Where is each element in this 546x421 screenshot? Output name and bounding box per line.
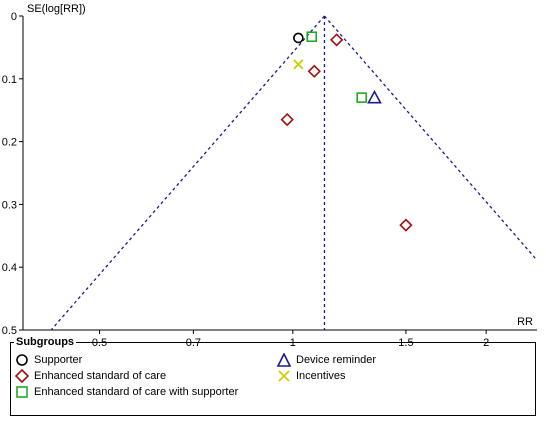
legend-item-device-reminder: Device reminder: [276, 352, 376, 368]
legend-label-supporter: Supporter: [34, 354, 83, 366]
legend-label-enhanced-standard: Enhanced standard of care: [34, 370, 167, 382]
x-tick-label: 0.7: [186, 337, 201, 349]
data-point-device-reminder: [367, 89, 382, 104]
diamond-marker-icon: [14, 369, 30, 383]
legend-label-incentives: Incentives: [296, 370, 346, 382]
x-axis-title: RR: [517, 316, 533, 328]
legend-label-enhanced-with-supporter: Enhanced standard of care with supporter: [34, 386, 239, 398]
y-tick-label: 0.5: [2, 325, 17, 337]
legend-label-device-reminder: Device reminder: [296, 354, 377, 366]
x-tick-label: 0.5: [92, 337, 107, 349]
data-point-enhanced-standard: [280, 112, 294, 127]
data-point-enhanced-standard: [399, 218, 413, 232]
circle-marker-icon: [16, 354, 28, 366]
y-tick-label: 0.3: [2, 199, 17, 211]
x-tick-label: 2: [483, 337, 489, 349]
legend-item-incentives: Incentives: [276, 368, 346, 384]
y-tick-label: 0.2: [2, 137, 17, 149]
square-marker-icon: [16, 386, 28, 398]
triangle-marker-icon: [276, 353, 292, 367]
funnel-left-line: [50, 15, 325, 331]
data-point-supporter: [293, 32, 304, 44]
x-marker-icon: [278, 370, 290, 382]
x-tick-label: 1: [290, 337, 296, 349]
funnel-right-line: [323, 15, 538, 261]
y-tick-label: 0.1: [2, 74, 17, 86]
legend-box: [10, 342, 536, 416]
legend-item-supporter: Supporter: [14, 352, 82, 368]
x-tick-label: 1.5: [398, 337, 413, 349]
legend-item-enhanced-with-supporter: Enhanced standard of care with supporter: [14, 384, 238, 400]
data-point-enhanced-standard: [307, 64, 321, 78]
legend-item-enhanced-standard: Enhanced standard of care: [14, 368, 166, 384]
data-point-enhanced-with-supporter: [306, 31, 318, 43]
y-axis-title: SE(log[RR]): [27, 3, 86, 15]
data-point-enhanced-standard: [329, 33, 344, 47]
y-tick-label: 0: [11, 11, 17, 23]
data-point-incentives: [293, 59, 304, 70]
y-tick-label: 0.4: [2, 262, 17, 274]
legend-title: Subgroups: [14, 336, 77, 348]
data-point-enhanced-with-supporter: [356, 92, 367, 103]
